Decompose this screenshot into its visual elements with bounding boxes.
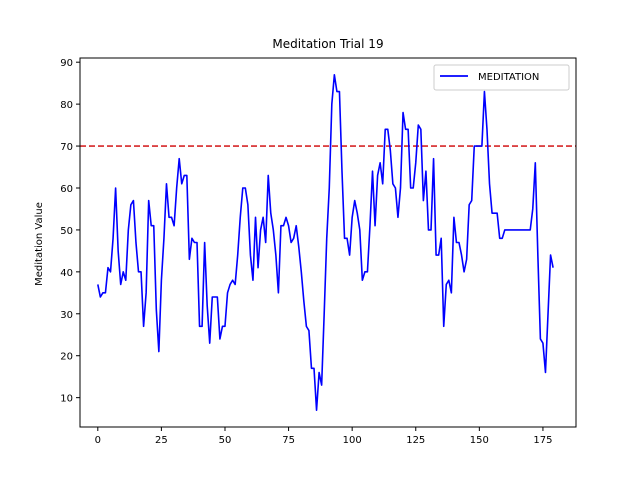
x-tick-label: 25 (155, 435, 168, 446)
x-tick-label: 0 (95, 435, 101, 446)
axes-frame (79, 57, 577, 428)
legend: MEDITATION (433, 64, 570, 91)
series-line-0 (97, 73, 554, 412)
y-tick-label: 70 (60, 142, 73, 153)
chart-title: Meditation Trial 19 (272, 37, 383, 51)
y-tick-label: 20 (60, 352, 73, 363)
x-tick-label: 50 (219, 435, 232, 446)
y-tick-label: 30 (60, 310, 73, 321)
y-tick-label: 50 (60, 226, 73, 237)
plot-area: 0 25 50 75 100 125 150 175 10 20 30 40 50 60 70 80 90 (60, 57, 577, 446)
y-tick-label: 60 (60, 184, 73, 195)
y-axis-label: Meditation Value (34, 202, 45, 286)
legend-label: MEDITATION (478, 72, 539, 83)
y-tick-label: 80 (60, 100, 73, 111)
x-tick-label: 150 (470, 435, 489, 446)
x-tick-label: 75 (282, 435, 295, 446)
x-tick-label: 100 (343, 435, 362, 446)
y-tick-label: 90 (60, 58, 73, 69)
x-tick-label: 175 (533, 435, 552, 446)
y-tick-label: 40 (60, 268, 73, 279)
legend-box (433, 64, 570, 91)
y-tick-label: 10 (60, 394, 73, 405)
x-tick-label: 125 (406, 435, 425, 446)
